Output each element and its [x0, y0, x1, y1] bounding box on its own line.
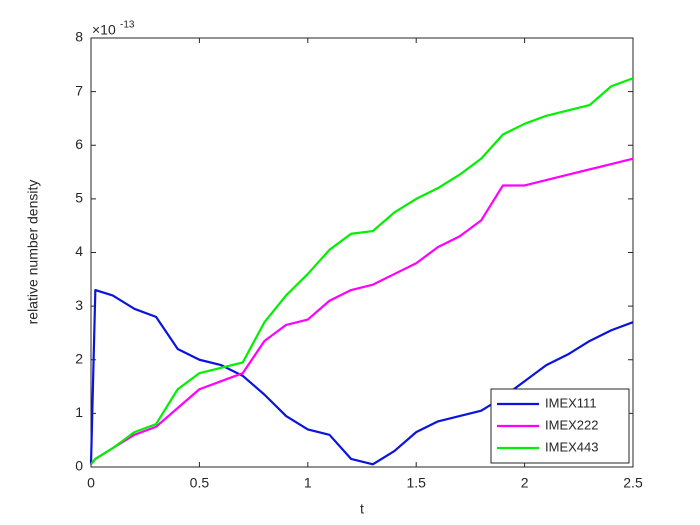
y-tick-label: 7: [75, 82, 83, 98]
y-tick-label: 4: [75, 243, 83, 259]
x-tick-label: 1: [304, 475, 312, 491]
x-axis-label: t: [360, 501, 364, 517]
series-line: [90, 157, 634, 466]
x-tick-label: 1.5: [406, 475, 426, 491]
x-tick-label: 0.5: [190, 475, 210, 491]
y-tick-label: 8: [75, 29, 83, 45]
x-tick-label: 2.5: [623, 475, 643, 491]
y-tick-label: 0: [75, 458, 83, 474]
x-tick-label: 0: [87, 475, 95, 491]
legend-label: IMEX443: [545, 439, 598, 454]
exponent-base: ×10: [92, 22, 116, 38]
series-line: [90, 77, 634, 466]
y-tick-label: 2: [75, 350, 83, 366]
y-axis-label: relative number density: [25, 180, 41, 325]
series-line: [89, 288, 634, 466]
exponent-power: -13: [120, 20, 135, 31]
y-tick-label: 1: [75, 404, 83, 420]
legend-label: IMEX111: [545, 395, 597, 410]
y-tick-label: 6: [75, 136, 83, 152]
y-tick-label: 3: [75, 297, 83, 313]
y-tick-label: 5: [75, 190, 83, 206]
x-tick-label: 2: [521, 475, 529, 491]
legend-label: IMEX222: [545, 417, 598, 432]
